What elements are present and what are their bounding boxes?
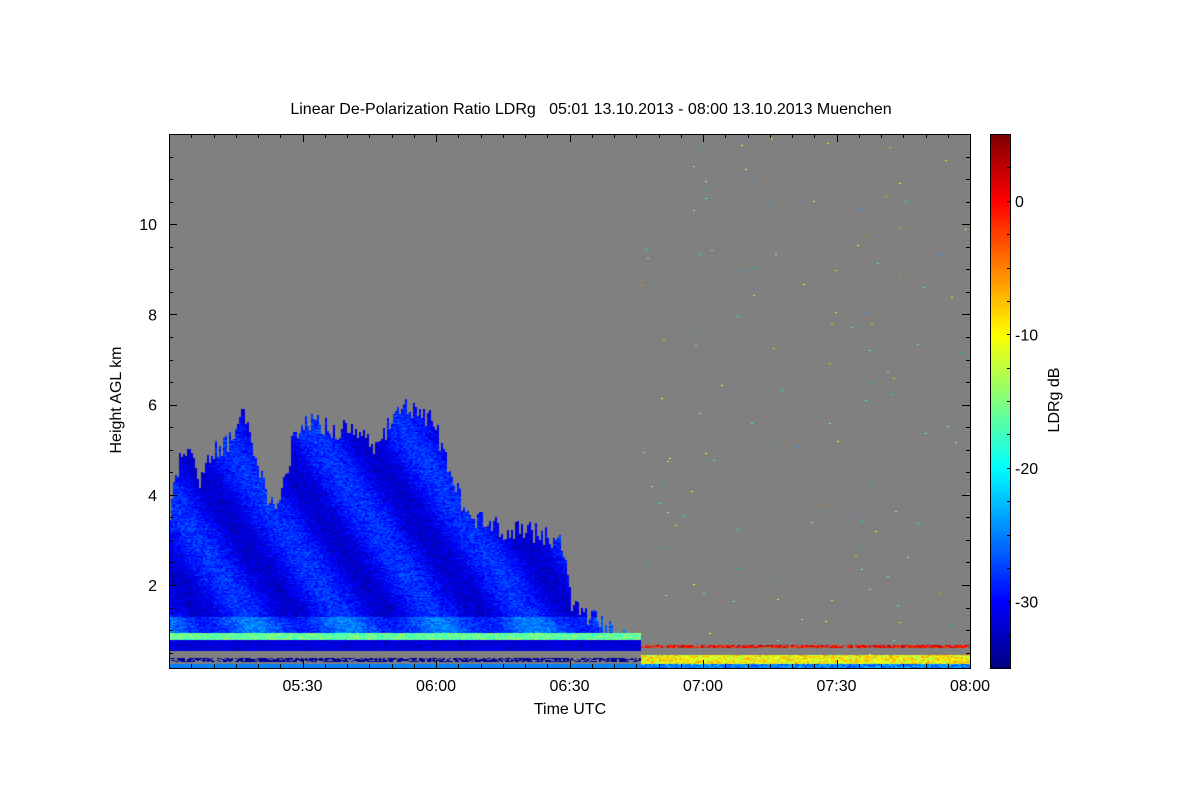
y-tick-label: 10 <box>139 217 157 234</box>
y-tick-label: 4 <box>148 488 157 505</box>
y-tick-label: 2 <box>148 578 157 595</box>
colorbar-tick-label: -10 <box>1015 327 1038 344</box>
x-axis-label: Time UTC <box>534 701 606 718</box>
chart-title: Linear De-Polarization Ratio LDRg 05:01 … <box>290 101 891 118</box>
colorbar <box>990 134 1010 668</box>
x-tick-label: 08:00 <box>950 678 990 695</box>
x-tick-label: 07:00 <box>683 678 723 695</box>
colorbar-tick-label: -20 <box>1015 461 1038 478</box>
colorbar-tick-label: -30 <box>1015 594 1038 611</box>
y-tick-label: 6 <box>148 398 157 415</box>
colorbar-tick-label: 0 <box>1015 194 1024 211</box>
x-tick-label: 06:30 <box>549 678 589 695</box>
colorbar-frame <box>990 134 1011 669</box>
x-tick-label: 07:30 <box>816 678 856 695</box>
x-tick-label: 06:00 <box>416 678 456 695</box>
colorbar-label: LDRg dB <box>1046 368 1063 433</box>
x-tick-label: 05:30 <box>282 678 322 695</box>
y-axis-label: Height AGL km <box>108 346 125 453</box>
plot-frame <box>169 134 971 669</box>
y-tick-label: 8 <box>148 307 157 324</box>
ldr-heatmap <box>169 134 970 668</box>
